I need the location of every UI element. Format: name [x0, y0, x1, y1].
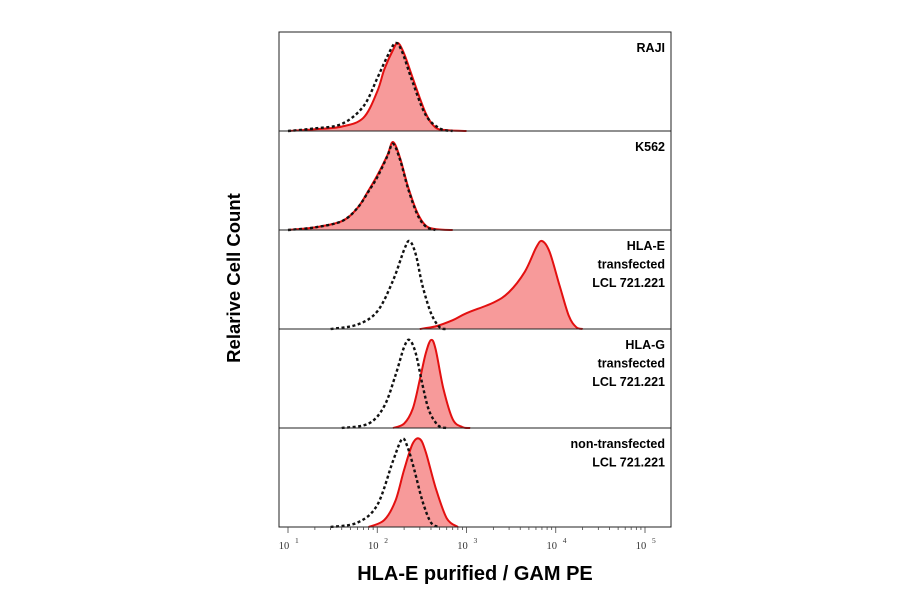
x-tick-label: 10	[547, 541, 558, 552]
panel-label-line: K562	[635, 140, 665, 154]
x-tick-label: 10	[279, 541, 290, 552]
stained-histogram-fill	[288, 141, 453, 230]
control-histogram-line	[330, 239, 447, 331]
panel-label-line: LCL 721.221	[592, 375, 665, 389]
stained-histogram-line	[419, 239, 583, 330]
panel-label-line: transfected	[598, 357, 665, 371]
stained-histogram-line	[392, 338, 471, 430]
x-axis-title: HLA-E purified / GAM PE	[357, 563, 593, 585]
x-tick-exponent: 5	[652, 536, 656, 545]
panel-label-line: non-transfected	[571, 437, 665, 451]
panel-label-line: HLA-G	[625, 338, 665, 352]
x-tick-exponent: 3	[474, 536, 478, 545]
x-tick-exponent: 1	[295, 536, 299, 545]
histogram-panel: HLA-G transfected LCL 721.221	[278, 328, 672, 430]
stained-histogram-line	[368, 437, 459, 528]
panel-frame	[278, 130, 672, 231]
panel-label-line: RAJI	[637, 41, 665, 55]
panel-frame	[278, 31, 672, 132]
stained-histogram-fill	[419, 240, 583, 329]
x-tick-label: 10	[636, 541, 647, 552]
x-tick-exponent: 4	[563, 536, 567, 545]
histogram-panel: non-transfected LCL 721.221	[278, 427, 672, 529]
x-axis: 10 1 10 2 10 3 10 4 10 5	[279, 526, 671, 552]
control-histogram-line	[287, 41, 453, 133]
x-tick-exponent: 2	[384, 536, 388, 545]
stained-histogram-fill	[288, 42, 467, 131]
histogram-panel: K562	[278, 130, 672, 232]
control-histogram-line	[330, 437, 441, 529]
panel-label-line: LCL 721.221	[592, 456, 665, 470]
stained-histogram-line	[287, 41, 467, 132]
panel-label-line: LCL 721.221	[592, 276, 665, 290]
panel-label-line: HLA-E	[627, 239, 665, 253]
panel-label-line: transfected	[598, 258, 665, 272]
histogram-panel: HLA-E transfected LCL 721.221	[278, 229, 672, 331]
x-tick-label: 10	[368, 541, 379, 552]
histogram-panel: RAJI	[278, 31, 672, 133]
control-histogram-line	[341, 338, 448, 430]
x-tick-label: 10	[457, 541, 468, 552]
y-axis-title: Relarive Cell Count	[223, 193, 244, 363]
stained-histogram-fill	[393, 339, 471, 429]
stained-histogram-fill	[368, 438, 458, 527]
